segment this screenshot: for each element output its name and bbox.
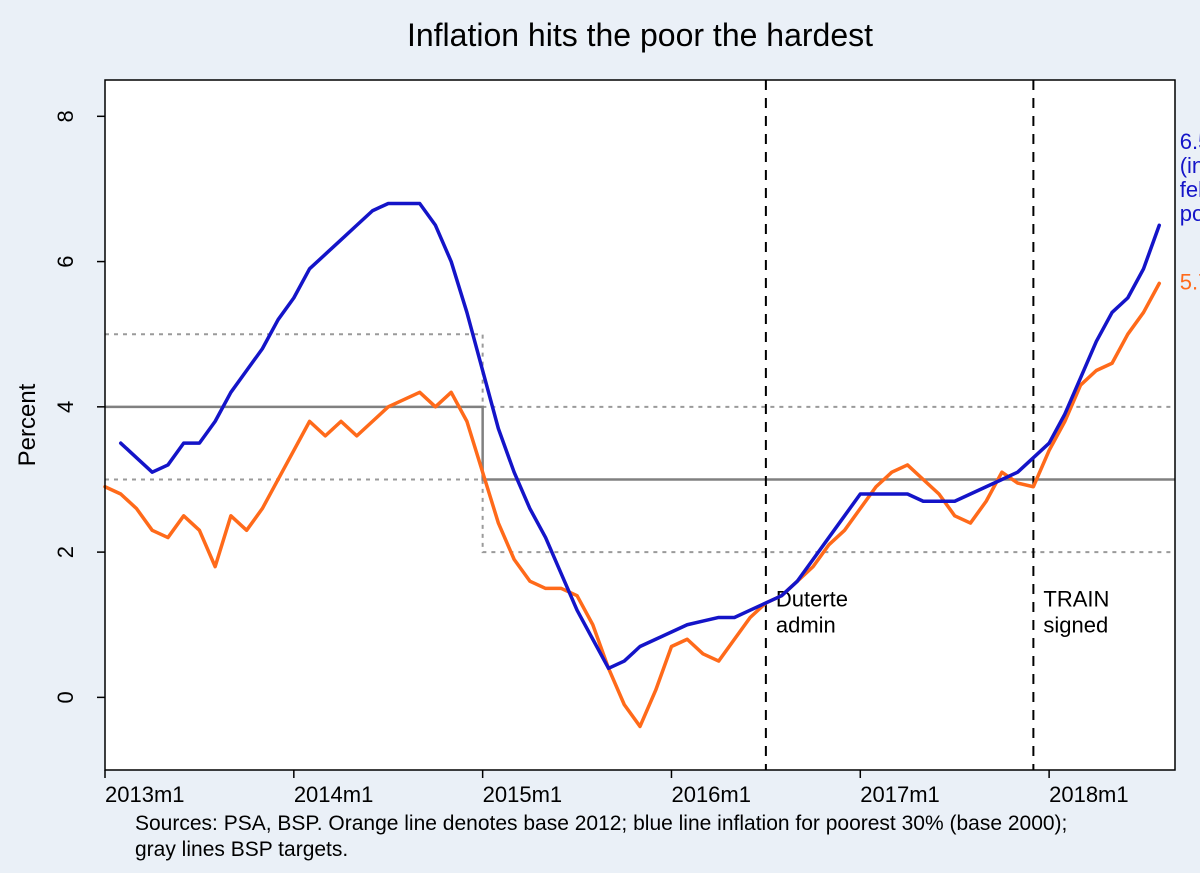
y-axis-label: Percent bbox=[14, 383, 41, 466]
x-tick-label: 2018m1 bbox=[1049, 782, 1129, 807]
y-tick-label: 2 bbox=[53, 546, 78, 558]
y-tick-label: 0 bbox=[53, 691, 78, 703]
x-tick-label: 2013m1 bbox=[105, 782, 185, 807]
series-blue-label: 6.5(inflationfelt bypoor) bbox=[1180, 129, 1200, 226]
series-orange-label: 5.7 bbox=[1180, 269, 1200, 294]
line-chart: Inflation hits the poor the hardest 0 2 4 6 8… bbox=[0, 0, 1200, 873]
source-line-1: Sources: PSA, BSP. Orange line denotes b… bbox=[135, 812, 1067, 835]
x-tick-label: 2014m1 bbox=[294, 782, 374, 807]
chart-title: Inflation hits the poor the hardest bbox=[407, 17, 873, 53]
x-tick-label: 2015m1 bbox=[483, 782, 563, 807]
plot-area bbox=[105, 80, 1175, 770]
x-tick-label: 2016m1 bbox=[671, 782, 751, 807]
y-tick-label: 4 bbox=[53, 401, 78, 413]
y-tick-label: 6 bbox=[53, 255, 78, 267]
x-tick-label: 2017m1 bbox=[860, 782, 940, 807]
event-label: TRAINsigned bbox=[1043, 587, 1109, 638]
y-tick-label: 8 bbox=[53, 110, 78, 122]
chart-container: Inflation hits the poor the hardest 0 2 4 6 8… bbox=[0, 0, 1200, 873]
source-line-2: gray lines BSP targets. bbox=[135, 838, 348, 861]
